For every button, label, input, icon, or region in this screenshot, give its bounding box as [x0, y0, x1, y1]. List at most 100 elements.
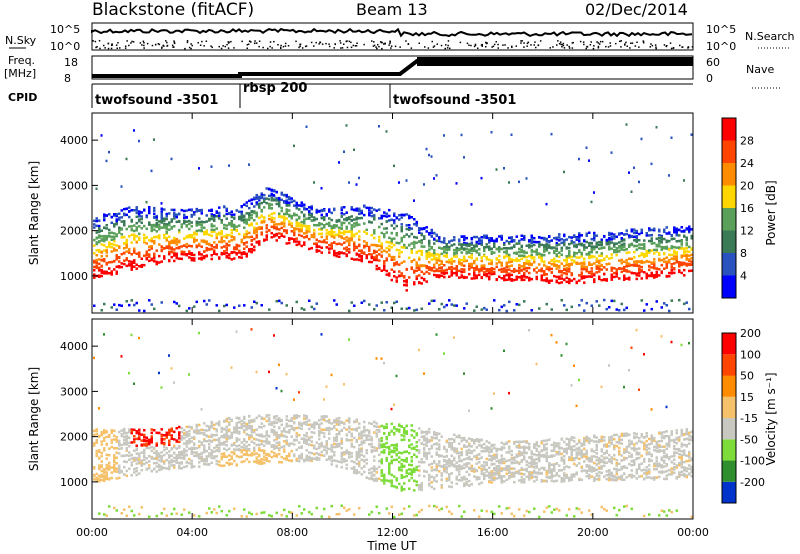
echo-cell [190, 450, 193, 453]
echo-cell [173, 211, 176, 215]
echo-cell [225, 433, 228, 436]
echo-cell [378, 244, 381, 248]
echo-cell [210, 244, 213, 247]
echo-cell [188, 250, 191, 253]
echo-cell [370, 221, 373, 224]
echo-cell [98, 240, 101, 244]
echo-cell [538, 263, 541, 266]
nsearch-point [343, 43, 345, 45]
echo-cell [463, 241, 466, 245]
echo-cell [285, 439, 288, 442]
echo-cell [690, 247, 693, 250]
echo-cell [320, 235, 323, 239]
echo-cell [245, 515, 248, 518]
echo-cell [668, 174, 670, 177]
echo-cell [95, 441, 98, 444]
echo-cell [265, 187, 268, 190]
echo-cell [450, 265, 453, 269]
echo-cell [420, 239, 423, 242]
nsearch-point [561, 46, 563, 48]
echo-cell [213, 224, 216, 228]
echo-cell [155, 223, 158, 226]
echo-cell [113, 213, 116, 216]
echo-cell [625, 123, 628, 126]
echo-cell [480, 236, 483, 239]
echo-cell [283, 229, 286, 233]
echo-cell [113, 463, 116, 467]
echo-cell [230, 457, 233, 460]
echo-cell [300, 223, 303, 227]
echo-cell [490, 267, 493, 270]
echo-cell [130, 225, 133, 228]
echo-cell [140, 227, 143, 230]
echo-cell [165, 215, 168, 218]
echo-cell [200, 223, 203, 226]
echo-cell [180, 438, 183, 441]
echo-cell [620, 243, 623, 246]
echo-cell [620, 237, 623, 240]
echo-cell [153, 212, 156, 216]
echo-cell [293, 212, 296, 215]
echo-cell [648, 249, 651, 252]
echo-cell [448, 247, 451, 251]
echo-cell [593, 245, 596, 248]
echo-cell [465, 243, 468, 247]
echo-cell [455, 266, 458, 270]
echo-cell [273, 429, 276, 432]
echo-cell [288, 459, 291, 462]
echo-cell [603, 272, 606, 276]
echo-cell [408, 276, 411, 279]
echo-cell [258, 205, 261, 208]
echo-cell [210, 451, 213, 455]
echo-cell [208, 247, 211, 251]
echo-cell [273, 189, 276, 192]
echo-cell [385, 130, 388, 133]
echo-cell [508, 278, 511, 281]
echo-cell [323, 226, 326, 229]
echo-cell [375, 304, 378, 307]
echo-cell [130, 474, 133, 477]
echo-cell [253, 196, 256, 200]
echo-cell [253, 231, 256, 235]
nsearch-point [561, 44, 563, 46]
echo-cell [275, 387, 278, 390]
echo-cell [133, 438, 136, 441]
echo-cell [510, 240, 513, 243]
echo-cell [420, 253, 423, 256]
echo-cell [300, 244, 303, 248]
echo-cell [395, 233, 398, 237]
echo-cell [508, 253, 511, 257]
echo-cell [190, 452, 193, 455]
echo-cell [198, 331, 200, 335]
echo-cell [628, 251, 631, 254]
echo-cell [95, 258, 98, 262]
echo-cell [683, 252, 686, 255]
echo-cell [133, 209, 136, 212]
nsearch-point [504, 44, 506, 46]
echo-cell [190, 245, 193, 248]
nsearch-point [157, 43, 160, 45]
echo-cell [188, 461, 191, 465]
echo-cell [398, 263, 401, 266]
echo-cell [473, 244, 476, 247]
echo-cell [93, 265, 96, 269]
echo-cell [690, 234, 693, 238]
echo-cell [338, 232, 341, 235]
echo-cell [275, 300, 278, 303]
echo-cell [210, 165, 213, 168]
echo-cell [638, 254, 641, 258]
echo-cell [195, 209, 198, 213]
echo-cell [153, 457, 156, 460]
echo-cell [343, 247, 346, 250]
echo-cell [458, 258, 461, 261]
echo-cell [213, 508, 216, 511]
echo-cell [200, 212, 203, 215]
echo-cell [373, 249, 376, 253]
echo-cell [675, 260, 678, 263]
echo-cell [330, 230, 333, 234]
echo-cell [245, 445, 248, 448]
echo-cell [543, 249, 546, 252]
echo-cell [405, 246, 408, 249]
echo-cell [140, 459, 143, 462]
echo-cell [288, 429, 291, 433]
